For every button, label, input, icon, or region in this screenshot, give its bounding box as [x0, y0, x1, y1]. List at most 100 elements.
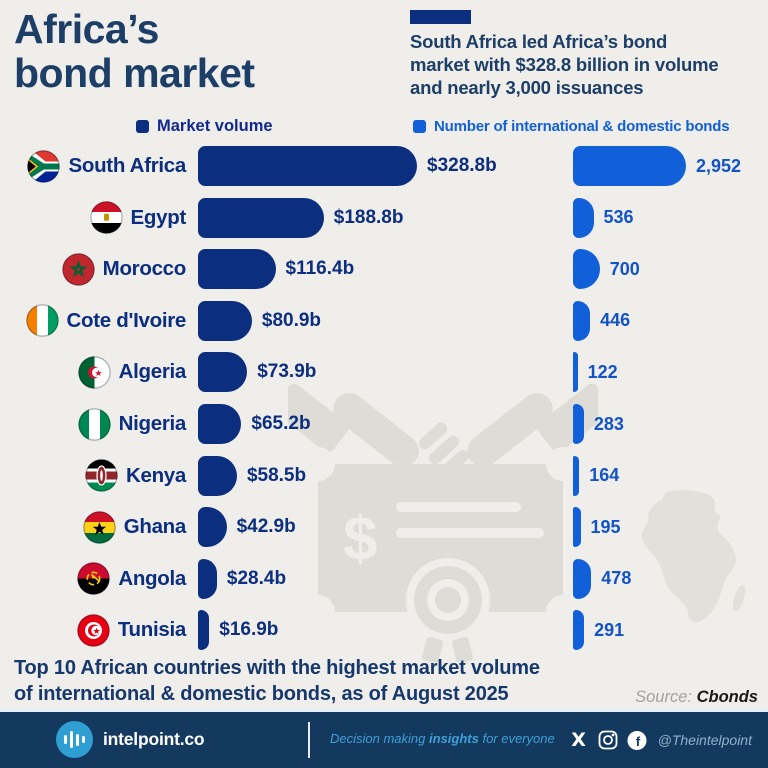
country-flag-icon [85, 459, 118, 492]
country-flag-icon [77, 356, 111, 389]
chart-row-kenya: Kenya $58.5b 164 [0, 455, 768, 496]
instagram-icon[interactable] [598, 730, 618, 750]
country-label-group: Cote d'Ivoire [0, 301, 186, 341]
social-links: X f @Theintelpoint [569, 712, 752, 768]
legend-market-volume: Market volume [136, 117, 273, 135]
footer-bar: intelpoint.co Decision making insights f… [0, 712, 768, 768]
bond-count-swatch [413, 119, 426, 133]
bond-count-value: 291 [594, 619, 625, 640]
country-name: Morocco [102, 257, 187, 281]
footer-divider [308, 722, 310, 758]
bond-count-bar [573, 507, 581, 548]
market-volume-value: $328.8b [427, 155, 497, 176]
market-volume-value: $16.9b [219, 619, 279, 641]
bond-count-value: 478 [601, 568, 632, 589]
title-line-2: bond market [14, 49, 255, 96]
country-name: Egypt [130, 205, 187, 229]
brand-name: intelpoint.co [103, 729, 205, 749]
market-volume-value: $65.2b [251, 413, 311, 434]
country-flag-icon [25, 304, 59, 337]
market-volume-value: $80.9b [261, 309, 322, 331]
country-label-group: South Africa [0, 146, 186, 186]
footer-separator [0, 709, 768, 712]
chart-row-cote-d-ivoire: Cote d'Ivoire $80.9b 446 [0, 300, 768, 341]
subtitle-accent-bar [410, 10, 471, 24]
x-twitter-icon[interactable]: X [571, 729, 586, 751]
bond-count-value: 700 [609, 258, 640, 279]
bond-count-value: 164 [589, 465, 620, 486]
country-flag-icon [83, 510, 116, 544]
country-label-group: Morocco [0, 249, 186, 289]
chart-row-angola: Angola $28.4b 478 [0, 558, 768, 599]
market-volume-bar [198, 249, 276, 290]
bond-count-value: 536 [603, 207, 634, 228]
market-volume-bar [198, 455, 237, 496]
chart-row-morocco: Morocco $116.4b 700 [0, 249, 768, 290]
country-label-group: Kenya [0, 456, 186, 496]
bond-count-value: 122 [587, 361, 618, 382]
country-flag-icon [77, 407, 111, 441]
facebook-icon[interactable]: f [627, 730, 647, 750]
chart-row-ghana: Ghana $42.9b 195 [0, 507, 768, 548]
market-volume-value: $73.9b [257, 361, 317, 383]
market-volume-value: $116.4b [285, 258, 355, 280]
country-label-group: Egypt [0, 198, 186, 238]
country-label-group: Algeria [0, 352, 186, 392]
market-volume-bar [198, 197, 324, 238]
subtitle: South Africa led Africa’s bond market wi… [410, 31, 719, 98]
country-flag-icon [77, 562, 111, 595]
bond-count-bar [573, 352, 578, 393]
market-volume-bar [198, 507, 227, 548]
country-name: Ghana [123, 515, 187, 539]
market-volume-bar [198, 352, 248, 393]
market-volume-bar [198, 146, 417, 186]
country-flag-icon [27, 149, 61, 183]
chart-caption: Top 10 African countries with the highes… [14, 657, 540, 705]
market-volume-bar [198, 610, 210, 651]
country-name: Kenya [125, 463, 186, 487]
page-title: Africa’s bond market [14, 6, 255, 96]
legend-bond-count-label: Number of international & domestic bonds [434, 117, 730, 135]
source-label: Source: [635, 688, 692, 706]
legend-market-volume-label: Market volume [157, 116, 273, 135]
chart-row-tunisia: Tunisia $16.9b 291 [0, 610, 768, 651]
bond-count-bar [573, 249, 600, 290]
bond-count-bar [573, 197, 594, 238]
bond-count-bar [573, 610, 585, 651]
intelpoint-logo-icon [56, 721, 93, 758]
market-volume-value: $188.8b [333, 206, 404, 228]
country-flag-icon [61, 252, 95, 286]
country-label-group: Angola [0, 559, 186, 599]
bond-count-value: 195 [590, 516, 621, 537]
market-volume-value: $58.5b [246, 464, 307, 486]
bond-count-bar [573, 300, 591, 341]
footer-tagline: Decision making insights for everyone [330, 731, 555, 746]
country-name: South Africa [68, 154, 186, 177]
bond-count-bar [573, 455, 580, 496]
chart-row-nigeria: Nigeria $65.2b 283 [0, 404, 768, 444]
country-label-group: Tunisia [0, 610, 186, 650]
source-value: Cbonds [696, 688, 758, 706]
market-volume-value: $42.9b [236, 516, 296, 538]
country-label-group: Nigeria [0, 404, 186, 444]
market-volume-bar [198, 300, 252, 341]
country-name: Cote d'Ivoire [66, 308, 187, 332]
market-volume-value: $28.4b [226, 567, 287, 589]
chart-row-egypt: Egypt $188.8b 536 [0, 197, 768, 238]
svg-text:f: f [635, 734, 640, 749]
market-volume-bar [198, 558, 217, 599]
bond-count-value: 2,952 [696, 155, 742, 176]
market-volume-bar [198, 404, 242, 444]
bond-count-value: 446 [600, 310, 631, 331]
chart-row-algeria: Algeria $73.9b 122 [0, 352, 768, 393]
brand-block[interactable]: intelpoint.co [56, 721, 205, 758]
bond-count-value: 283 [593, 413, 624, 434]
social-handle[interactable]: @Theintelpoint [657, 732, 752, 748]
title-line-1: Africa’s [14, 6, 159, 52]
country-flag-icon [77, 614, 110, 647]
country-name: Tunisia [117, 618, 186, 642]
bond-count-bar [573, 558, 592, 599]
bond-count-bar [573, 146, 686, 186]
legend-bond-count: Number of international & domestic bonds [413, 117, 730, 135]
